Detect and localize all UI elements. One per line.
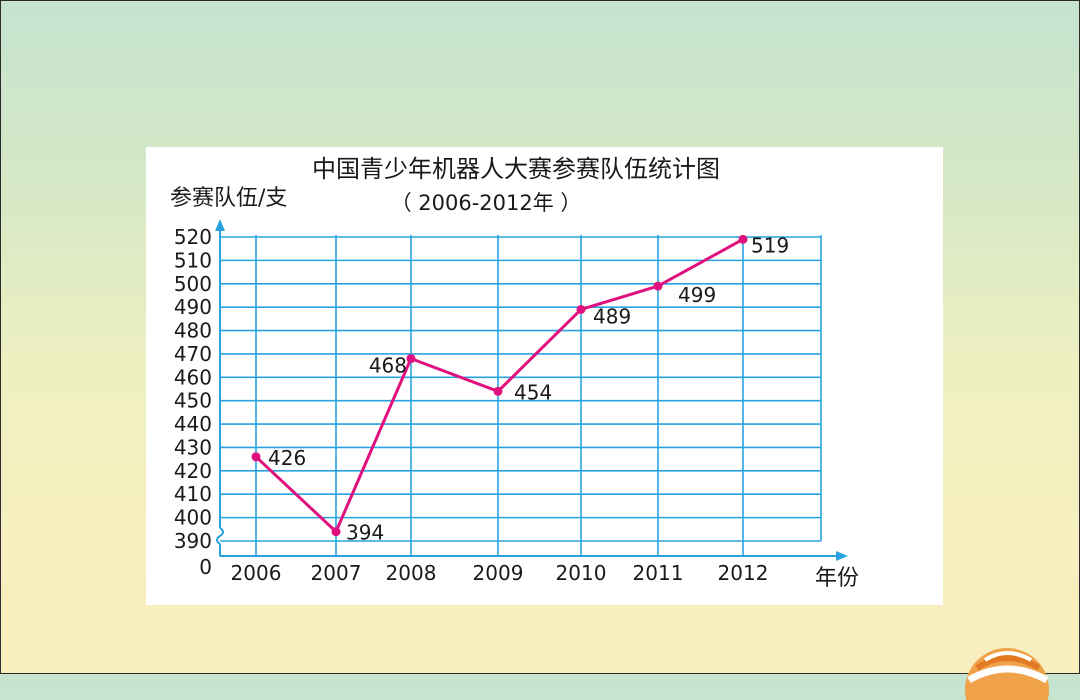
grid: [220, 235, 822, 556]
x-tick-label: 2008: [386, 561, 437, 585]
y-tick-label: 520: [174, 225, 212, 249]
chart-title: 中国青少年机器人大赛参赛队伍统计图: [312, 155, 720, 183]
data-label: 499: [678, 283, 716, 307]
y-tick-label: 400: [174, 506, 212, 530]
data-point: [738, 234, 748, 244]
data-point: [653, 281, 663, 291]
data-labels: 426 394 468 454 489 499 519: [268, 233, 789, 544]
x-tick-label: 2006: [231, 561, 282, 585]
chart-panel: 中国青少年机器人大赛参赛队伍统计图 （ 2006-2012年 ） 参赛队伍/支 …: [146, 147, 943, 605]
data-point: [576, 304, 586, 314]
data-label: 454: [514, 380, 552, 404]
series: [251, 234, 748, 537]
y-tick-label: 500: [174, 272, 212, 296]
y-tick-label: 490: [174, 295, 212, 319]
y-zero-label: 0: [199, 555, 212, 579]
x-tick-label: 2007: [311, 561, 362, 585]
x-tick-label: 2011: [633, 561, 684, 585]
decorative-ball-icon: [965, 648, 1049, 700]
y-tick-label: 470: [174, 342, 212, 366]
data-point: [493, 386, 503, 396]
data-label: 426: [268, 446, 306, 470]
x-tick-label: 2009: [473, 561, 524, 585]
data-label: 468: [369, 354, 407, 378]
y-axis-arrow: [215, 219, 225, 231]
axes: [215, 219, 848, 561]
y-tick-label: 460: [174, 365, 212, 389]
y-tick-label: 480: [174, 319, 212, 343]
y-axis-label: 参赛队伍/支: [170, 186, 287, 211]
data-label: 394: [346, 521, 384, 545]
x-tick-label: 2010: [556, 561, 607, 585]
x-tick-label: 2012: [718, 561, 769, 585]
y-tick-label: 440: [174, 412, 212, 436]
data-label: 519: [751, 233, 789, 257]
data-point: [251, 452, 261, 462]
chart-subtitle: （ 2006-2012年 ）: [391, 191, 582, 215]
x-axis-label: 年份: [815, 566, 859, 591]
y-tick-label: 410: [174, 482, 212, 506]
y-tick-labels: 5205105004904804704604504404304204104003…: [174, 225, 212, 553]
x-tick-labels: 2006 2007 2008 2009 2010 2011 2012: [231, 561, 769, 585]
x-axis-arrow: [836, 551, 848, 561]
y-tick-label: 420: [174, 459, 212, 483]
y-tick-label: 510: [174, 248, 212, 272]
data-point: [331, 527, 341, 537]
y-tick-label: 450: [174, 389, 212, 413]
y-tick-label: 390: [174, 529, 212, 553]
line-chart: 中国青少年机器人大赛参赛队伍统计图 （ 2006-2012年 ） 参赛队伍/支 …: [170, 155, 859, 591]
data-point: [406, 354, 416, 364]
y-tick-label: 430: [174, 435, 212, 459]
data-label: 489: [593, 304, 631, 328]
y-axis-break: [216, 527, 224, 545]
